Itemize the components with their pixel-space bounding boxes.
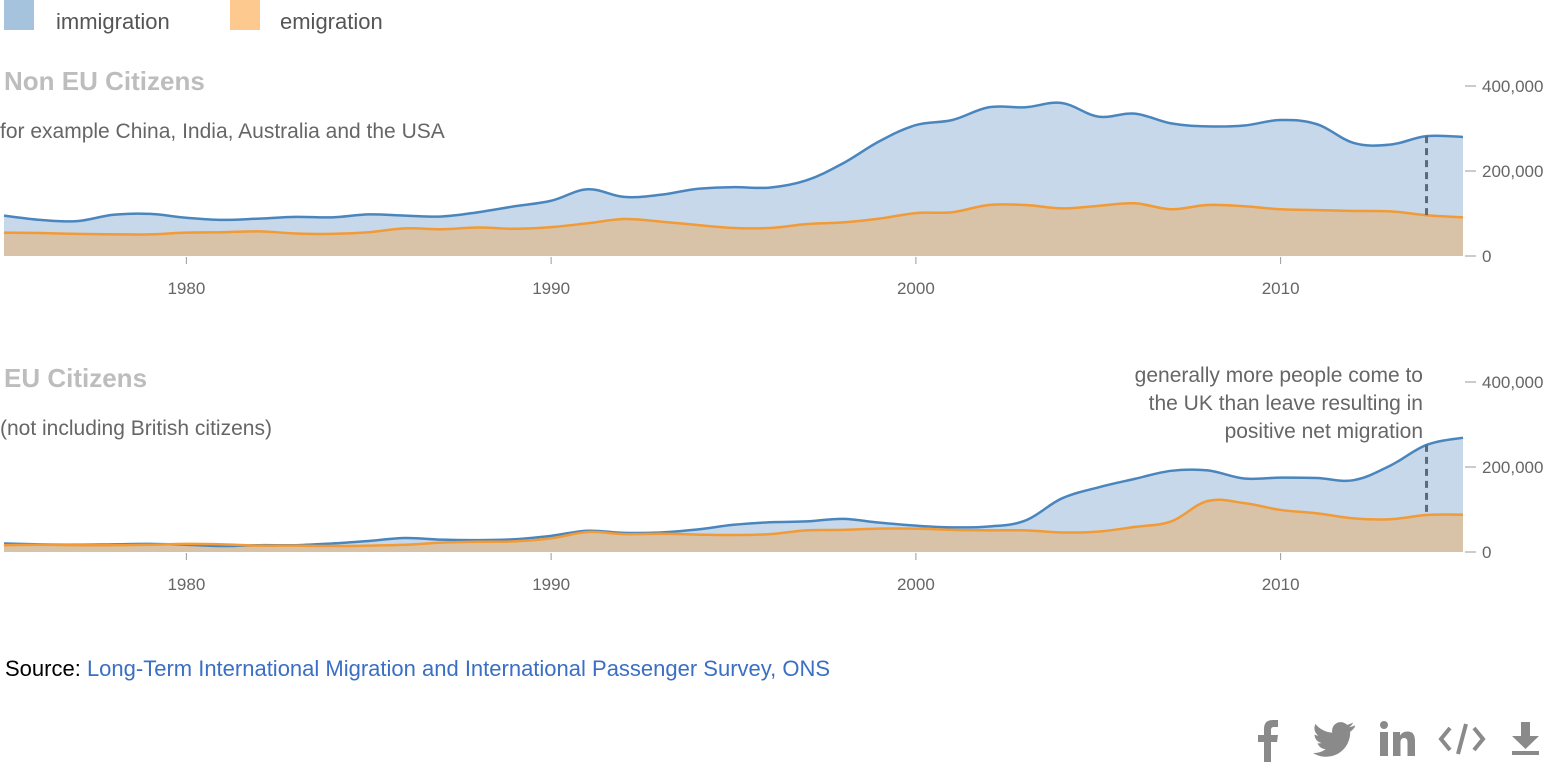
source-note: Source: Long-Term International Migratio… bbox=[5, 656, 830, 682]
x-tick-label: 2000 bbox=[897, 575, 935, 594]
annotation-line: the UK than leave resulting in bbox=[1149, 392, 1423, 415]
linkedin-icon[interactable] bbox=[1378, 716, 1422, 762]
x-tick-label: 1980 bbox=[167, 575, 205, 594]
line-emigration bbox=[3, 498, 1464, 548]
legend-label-emigration: emigration bbox=[280, 9, 383, 34]
line-emigration bbox=[3, 201, 1464, 236]
line-immigration bbox=[3, 101, 1464, 223]
chart-panel-0: Non EU Citizens for example China, India,… bbox=[0, 66, 1543, 298]
x-tick-label: 1990 bbox=[532, 279, 570, 298]
x-tick-label: 2010 bbox=[1262, 279, 1300, 298]
annotation-line: positive net migration bbox=[1225, 420, 1423, 443]
y-tick-label: 400,000 bbox=[1482, 373, 1543, 392]
x-tick-label: 1990 bbox=[532, 575, 570, 594]
x-tick-label: 2000 bbox=[897, 279, 935, 298]
legend-label-immigration: immigration bbox=[56, 9, 170, 34]
share-bar bbox=[1252, 716, 1552, 762]
chart-title: Non EU Citizens bbox=[4, 66, 205, 96]
x-tick-label: 2010 bbox=[1262, 575, 1300, 594]
annotation-line: generally more people come to bbox=[1135, 364, 1423, 387]
chart-subtitle: for example China, India, Australia and … bbox=[0, 120, 445, 143]
y-tick-label: 0 bbox=[1482, 247, 1491, 266]
embed-code-icon[interactable] bbox=[1438, 716, 1486, 762]
area-emigration bbox=[4, 499, 1463, 552]
y-tick-label: 0 bbox=[1482, 543, 1491, 562]
legend-swatch-immigration bbox=[4, 0, 34, 30]
twitter-icon[interactable] bbox=[1312, 716, 1356, 762]
source-link[interactable]: Long-Term International Migration and In… bbox=[86, 656, 831, 681]
chart-panel-1: EU Citizens (not including British citize… bbox=[0, 363, 1543, 594]
x-tick-label: 1980 bbox=[167, 279, 205, 298]
area-emigration bbox=[4, 203, 1463, 256]
facebook-icon[interactable] bbox=[1252, 716, 1296, 762]
chart-title: EU Citizens bbox=[4, 363, 147, 393]
area-immigration bbox=[4, 437, 1463, 552]
source-label: Source: bbox=[5, 656, 87, 681]
legend-swatch-emigration bbox=[230, 0, 260, 30]
y-tick-label: 400,000 bbox=[1482, 77, 1543, 96]
chart-subtitle: (not including British citizens) bbox=[0, 417, 272, 440]
y-tick-label: 200,000 bbox=[1482, 458, 1543, 477]
download-icon[interactable] bbox=[1508, 716, 1552, 762]
migration-charts: Non EU Citizens for example China, India,… bbox=[0, 66, 1543, 594]
y-tick-label: 200,000 bbox=[1482, 162, 1543, 181]
